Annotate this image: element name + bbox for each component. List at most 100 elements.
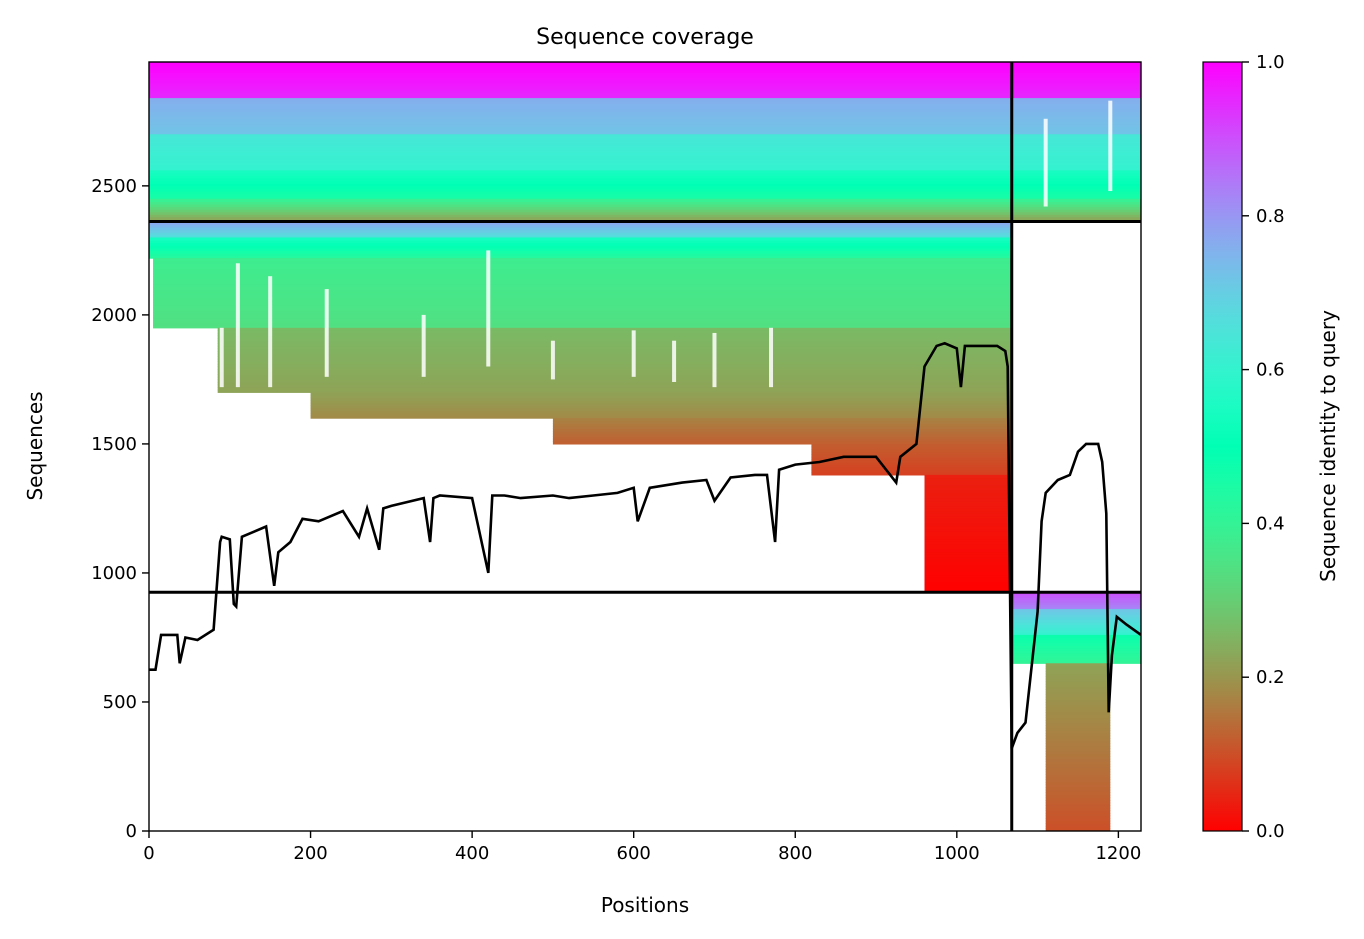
coverage-band-1-9	[149, 108, 1141, 112]
coverage-band-16-30	[1045, 751, 1111, 755]
y-tick-label-2500: 2500	[91, 176, 137, 197]
coverage-band-10-4	[552, 431, 1012, 435]
coverage-band-2-10	[149, 141, 1141, 146]
coverage-band-16-14	[1045, 792, 1111, 796]
coverage-band-7-11	[153, 296, 1012, 301]
coverage-band-5-2	[149, 229, 1012, 233]
coverage-band-11-2	[811, 467, 1012, 471]
coverage-band-12-11	[924, 561, 1012, 565]
coverage-band-8-17	[217, 345, 1012, 350]
coverage-band-16-10	[1045, 802, 1111, 806]
coverage-band-7-4	[153, 314, 1012, 319]
coverage-band-11-11	[811, 443, 1012, 448]
coverage-band-2-2	[149, 162, 1141, 166]
coverage-band-8-24	[217, 327, 1012, 331]
coverage-band-7-18	[153, 278, 1012, 282]
coverage-band-2-7	[149, 149, 1141, 153]
colorbar-tick-label-0: 0.0	[1256, 821, 1285, 842]
coverage-gap-8	[672, 340, 677, 382]
coverage-band-8-16	[217, 348, 1012, 352]
coverage-band-10-9	[552, 418, 1012, 422]
coverage-band-11-1	[811, 469, 1012, 473]
x-tick-label-1000: 1000	[934, 843, 980, 864]
coverage-band-8-13	[217, 356, 1012, 360]
coverage-gap-12	[1108, 100, 1113, 192]
coverage-band-13-4	[1011, 597, 1141, 601]
coverage-band-8-21	[217, 335, 1012, 339]
coverage-band-13-3	[1011, 599, 1141, 603]
coverage-band-7-1	[153, 322, 1012, 326]
coverage-band-9-6	[310, 400, 1012, 404]
coverage-band-3-9	[149, 172, 1141, 177]
coverage-band-11-8	[811, 451, 1012, 455]
x-tick-label-200: 200	[293, 843, 327, 864]
coverage-band-0-11	[149, 67, 1141, 71]
coverage-band-8-8	[217, 369, 1012, 373]
coverage-band-13-1	[1011, 604, 1141, 608]
coverage-band-12-32	[924, 508, 1012, 512]
plot-frame	[148, 61, 1142, 832]
coverage-band-16-52	[1045, 694, 1111, 698]
coverage-band-12-4	[924, 579, 1012, 583]
coverage-band-16-3	[1045, 820, 1111, 824]
coverage-band-8-20	[217, 338, 1012, 342]
coverage-band-3-1	[149, 193, 1141, 197]
coverage-band-10-7	[552, 423, 1012, 427]
colorbar-tick-label-2: 0.4	[1256, 513, 1285, 534]
coverage-band-16-57	[1045, 681, 1111, 685]
coverage-band-2-13	[149, 134, 1141, 138]
coverage-band-2-3	[149, 160, 1141, 164]
coverage-band-16-37	[1045, 732, 1111, 737]
coverage-band-16-16	[1045, 787, 1111, 791]
colorbar-tick-label-1: 0.2	[1256, 667, 1285, 688]
coverage-band-2-11	[149, 139, 1141, 143]
coverage-gap-6	[550, 340, 555, 380]
coverage-gap-3	[324, 289, 329, 377]
coverage-band-10-8	[552, 420, 1012, 424]
coverage-band-16-62	[1045, 668, 1111, 672]
coverage-band-3-2	[149, 191, 1141, 195]
coverage-band-8-0	[217, 389, 1012, 393]
coverage-band-16-23	[1045, 769, 1111, 773]
coverage-band-8-23	[217, 330, 1012, 334]
coverage-band-16-18	[1045, 781, 1111, 786]
colorbar-tick-label-3: 0.6	[1256, 360, 1285, 381]
coverage-band-10-3	[552, 433, 1012, 437]
coverage-band-12-34	[924, 502, 1012, 507]
coverage-band-16-28	[1045, 756, 1111, 760]
coverage-band-7-10	[153, 299, 1012, 303]
coverage-band-16-40	[1045, 725, 1111, 729]
coverage-band-4-6	[149, 201, 1141, 205]
colorbar-tick-label-5: 1.0	[1256, 52, 1285, 73]
coverage-band-5-1	[149, 232, 1012, 236]
coverage-band-0-10	[149, 69, 1141, 73]
coverage-band-1-7	[149, 113, 1141, 117]
coverage-band-12-45	[924, 474, 1012, 479]
coverage-band-7-12	[153, 294, 1012, 298]
coverage-band-16-0	[1045, 828, 1111, 831]
coverage-band-16-36	[1045, 735, 1111, 739]
coverage-band-16-2	[1045, 823, 1111, 827]
coverage-band-14-6	[1011, 616, 1141, 620]
coverage-band-12-26	[924, 523, 1012, 527]
coverage-band-14-4	[1011, 621, 1141, 626]
coverage-band-0-5	[149, 82, 1141, 86]
y-axis-label: Sequences	[23, 391, 47, 500]
coverage-line	[149, 341, 1141, 749]
coverage-gap-5	[486, 250, 491, 367]
coverage-band-12-13	[924, 556, 1012, 560]
coverage-band-16-22	[1045, 771, 1111, 775]
coverage-gap-7	[631, 330, 636, 377]
coverage-band-12-23	[924, 531, 1012, 535]
coverage-band-2-1	[149, 165, 1141, 169]
coverage-band-10-1	[552, 438, 1012, 442]
coverage-band-10-6	[552, 425, 1012, 430]
coverage-band-16-26	[1045, 761, 1111, 765]
coverage-band-8-3	[217, 381, 1012, 386]
coverage-band-3-7	[149, 178, 1141, 182]
colorbar-label: Sequence identity to query	[1316, 310, 1340, 582]
coverage-band-3-3	[149, 188, 1141, 192]
coverage-band-7-13	[153, 291, 1012, 295]
coverage-band-12-22	[924, 533, 1012, 537]
coverage-band-16-56	[1045, 683, 1111, 688]
